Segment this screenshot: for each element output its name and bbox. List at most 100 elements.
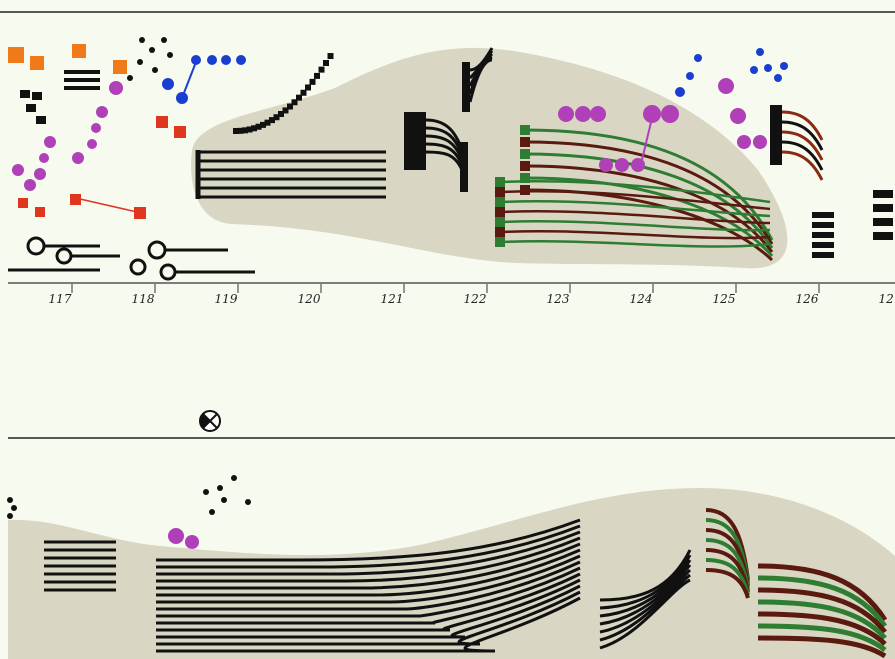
- dot: [718, 78, 734, 94]
- dot: [737, 135, 751, 149]
- time-label: 127: [879, 292, 895, 306]
- fan: [599, 559, 692, 618]
- note-head: [495, 187, 505, 197]
- dot: [137, 59, 143, 65]
- time-label: 125: [713, 292, 736, 306]
- step: [287, 103, 293, 110]
- dot: [780, 62, 788, 70]
- step: [282, 107, 289, 114]
- dot: [39, 153, 49, 163]
- note-head: [520, 185, 530, 195]
- dot: [34, 168, 46, 180]
- note-head: [495, 227, 505, 237]
- time-label: 118: [132, 292, 155, 306]
- time-label: 124: [630, 292, 653, 306]
- curve-bundles-lower: [44, 508, 888, 659]
- dot: [209, 509, 215, 515]
- step: [246, 126, 253, 133]
- glissando: [524, 164, 774, 253]
- step: [242, 127, 248, 134]
- dot: [168, 528, 184, 544]
- line-strand: [156, 578, 581, 632]
- step: [260, 121, 266, 128]
- note-head: [495, 237, 505, 247]
- dot: [753, 135, 767, 149]
- dot: [631, 158, 645, 172]
- dot: [764, 64, 772, 72]
- dot: [7, 497, 13, 503]
- dot: [149, 47, 155, 53]
- dot: [221, 55, 231, 65]
- time-label: 121: [381, 292, 404, 306]
- step: [251, 125, 257, 132]
- note-head: [520, 149, 530, 159]
- note-head: [495, 217, 505, 227]
- colored-squares: [8, 44, 186, 219]
- line-strand: [156, 584, 581, 639]
- glissando: [499, 190, 771, 211]
- dot: [756, 48, 764, 56]
- glissando: [499, 200, 771, 218]
- note-head: [495, 177, 505, 187]
- dot: [152, 67, 158, 73]
- note-head: [520, 137, 530, 147]
- dot: [245, 499, 251, 505]
- dot: [109, 81, 123, 95]
- line-strand: [156, 530, 581, 576]
- fan: [757, 575, 888, 628]
- dot: [191, 55, 201, 65]
- line-strand: [156, 560, 581, 611]
- step: [273, 114, 280, 121]
- cross-circle-symbol: [199, 410, 221, 432]
- step: [314, 72, 320, 79]
- step: [309, 78, 316, 85]
- dot: [12, 164, 24, 176]
- note-head: [495, 207, 505, 217]
- time-label: 120: [298, 292, 321, 306]
- dot: [96, 106, 108, 118]
- fan: [757, 623, 887, 652]
- step: [264, 119, 271, 126]
- fan: [468, 58, 493, 103]
- line-bundle: [195, 150, 386, 199]
- dot: [161, 37, 167, 43]
- step: [300, 89, 307, 96]
- glissando: [499, 230, 771, 240]
- line-strand: [156, 518, 581, 562]
- dot: [694, 54, 702, 62]
- step: [269, 117, 275, 124]
- fan: [781, 150, 824, 181]
- fan: [781, 110, 824, 141]
- step: [237, 127, 244, 134]
- fan: [781, 120, 824, 151]
- fan: [757, 587, 887, 634]
- glissando: [499, 240, 771, 248]
- timeline: 117 118 119 120 121 122 123 124 125 126 127: [49, 284, 895, 306]
- dot: [72, 152, 84, 164]
- dot: [87, 139, 97, 149]
- step: [255, 123, 262, 130]
- dot: [24, 179, 36, 191]
- line-strand: [156, 566, 581, 618]
- dot: [207, 55, 217, 65]
- dot: [590, 106, 606, 122]
- dot: [127, 75, 133, 81]
- fan: [781, 130, 824, 161]
- line-strand: [156, 536, 581, 583]
- dot: [575, 106, 591, 122]
- dot: [558, 106, 574, 122]
- time-label: 117: [49, 292, 72, 306]
- note-head: [520, 161, 530, 171]
- dot: [217, 485, 223, 491]
- glissando: [499, 220, 771, 232]
- fan: [705, 568, 750, 599]
- step: [323, 60, 329, 66]
- stem: [641, 117, 653, 161]
- stem-figures: [8, 236, 255, 281]
- dot: [7, 513, 13, 519]
- dot: [774, 74, 782, 82]
- glissando: [499, 210, 771, 225]
- dot: [643, 105, 661, 123]
